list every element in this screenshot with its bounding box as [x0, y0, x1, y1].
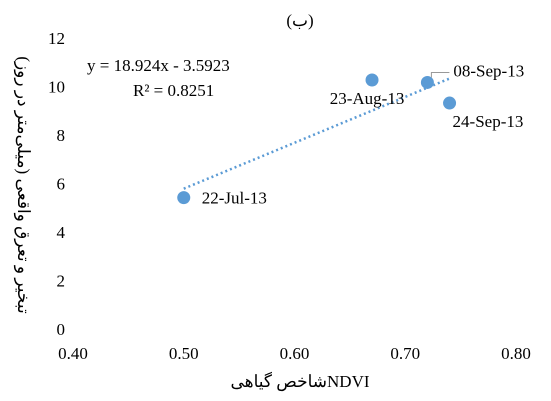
point-label: 08-Sep-13	[453, 61, 524, 80]
x-tick-label: 0.60	[280, 344, 310, 363]
label-leader	[430, 71, 450, 78]
y-tick-label: 0	[57, 320, 66, 339]
x-axis-label: شاخص گیاهیNDVI	[230, 371, 369, 392]
point	[177, 191, 191, 205]
y-tick-label: 10	[48, 77, 65, 96]
x-tick-label: 0.80	[501, 344, 531, 363]
chart-title: (ب)	[286, 11, 313, 30]
x-tick-label: 0.50	[169, 344, 199, 363]
y-tick-label: 6	[57, 174, 66, 193]
point	[420, 75, 434, 89]
y-tick-label: 8	[57, 126, 66, 145]
x-tick-label: 0.70	[390, 344, 420, 363]
y-axis-label: تبخیر و تعرق واقعی (میلی‌متر در روز)	[13, 56, 33, 314]
x-tick-label: 0.40	[58, 344, 88, 363]
point-label: 24-Sep-13	[453, 112, 524, 131]
point-label: 22-Jul-13	[202, 189, 267, 208]
trendline	[183, 77, 451, 190]
point-label: 23-Aug-13	[330, 89, 405, 108]
y-tick-label: 2	[57, 271, 66, 290]
point	[365, 73, 379, 87]
trend-r2: R² = 0.8251	[133, 81, 214, 100]
y-tick-label: 4	[57, 223, 66, 242]
point	[443, 96, 457, 110]
y-tick-label: 12	[48, 29, 65, 48]
trend-equation: y = 18.924x - 3.5923	[87, 56, 230, 75]
